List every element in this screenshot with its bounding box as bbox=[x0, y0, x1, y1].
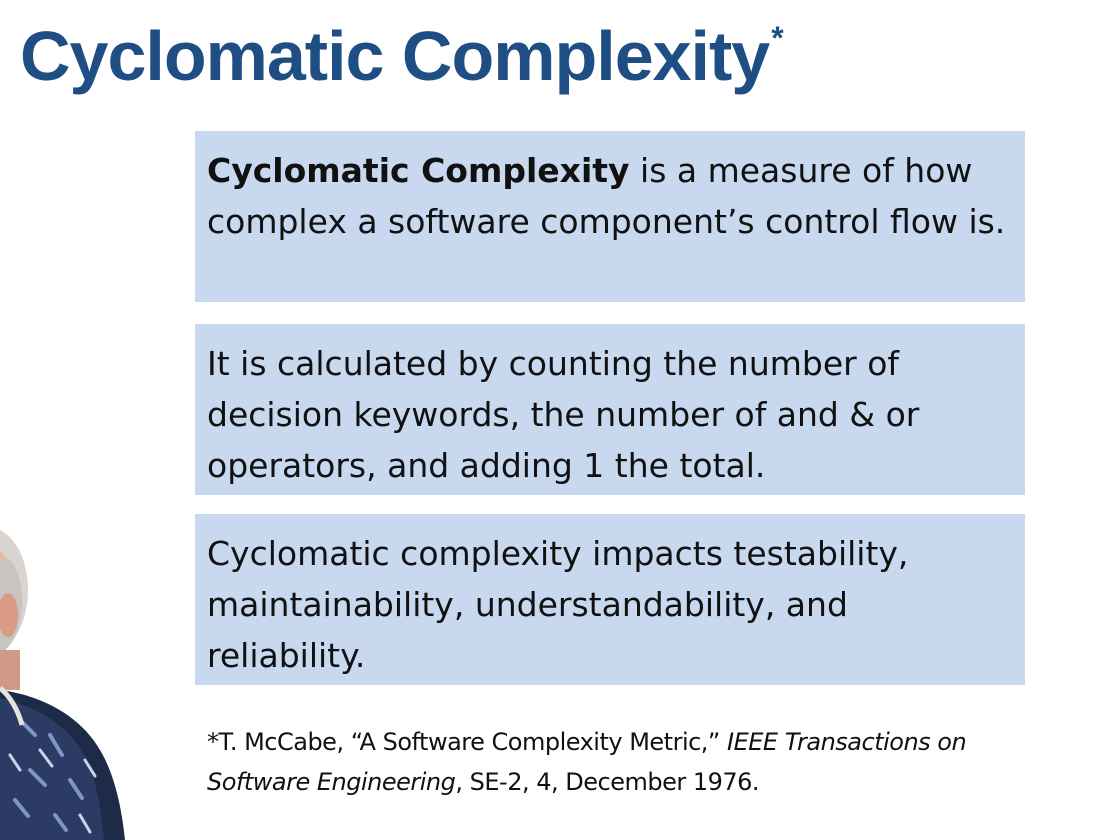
impact-text: Cyclomatic complexity impacts testabilit… bbox=[207, 534, 909, 675]
reference-marker: * bbox=[207, 728, 219, 756]
impact-box: Cyclomatic complexity impacts testabilit… bbox=[195, 514, 1025, 685]
definition-term: Cyclomatic Complexity bbox=[207, 151, 630, 190]
reference-details: , SE-2, 4, December 1976. bbox=[455, 768, 760, 796]
reference-author-title: T. McCabe, “A Software Complexity Metric… bbox=[218, 728, 727, 756]
calculation-text: It is calculated by counting the number … bbox=[207, 344, 920, 485]
calculation-box: It is calculated by counting the number … bbox=[195, 324, 1025, 495]
definition-text: Cyclomatic Complexity is a measure of ho… bbox=[207, 145, 1013, 247]
reference-citation: *T. McCabe, “A Software Complexity Metri… bbox=[207, 722, 1067, 802]
title-footnote-mark: * bbox=[771, 20, 783, 56]
title-text: Cyclomatic Complexity bbox=[20, 17, 770, 95]
person-photo-icon bbox=[0, 520, 130, 840]
slide-title: Cyclomatic Complexity* bbox=[20, 14, 784, 98]
reference-journal: IEEE Transactions on Software Engineerin… bbox=[207, 728, 967, 796]
definition-rest: is a measure of how complex a software c… bbox=[207, 151, 1006, 241]
definition-box: Cyclomatic Complexity is a measure of ho… bbox=[195, 131, 1025, 302]
